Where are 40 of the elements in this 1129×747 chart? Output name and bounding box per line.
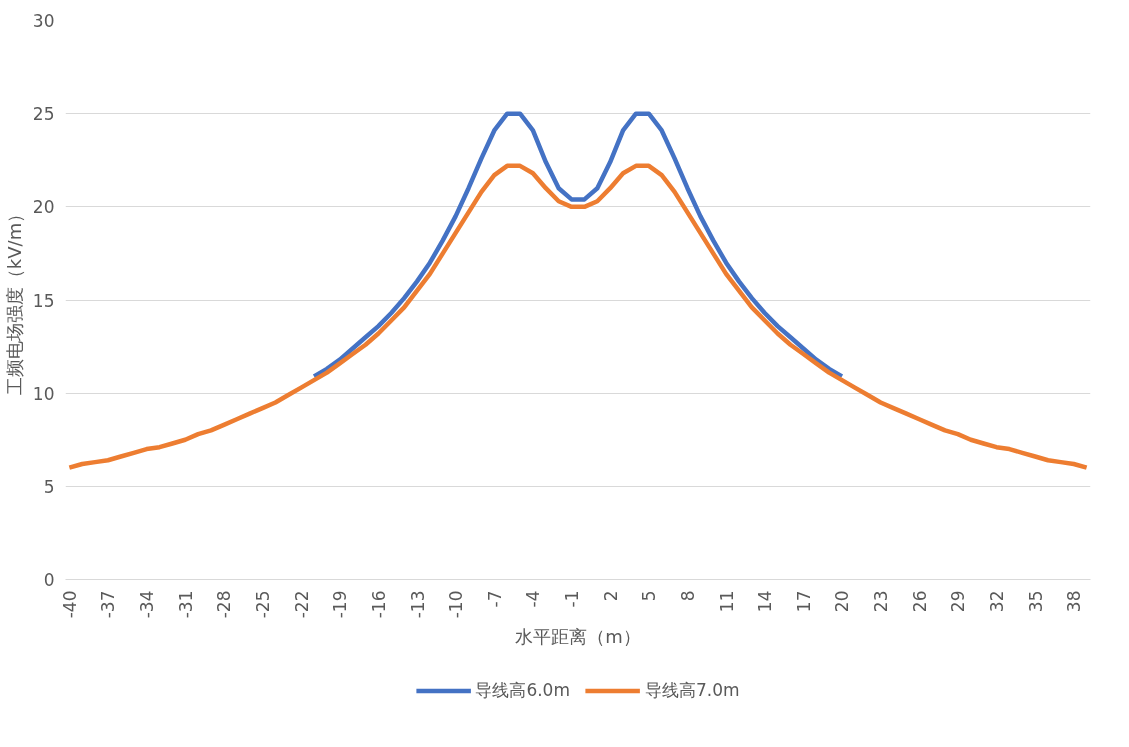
y-tick-label: 5 [43, 476, 55, 497]
x-tick-label: 20 [832, 590, 853, 613]
x-tick-label: -28 [214, 590, 235, 619]
x-axis-title: 水平距离（m） [515, 626, 641, 648]
x-tick-label: -37 [98, 590, 119, 619]
x-tick-label: 32 [987, 590, 1007, 613]
line-series [311, 111, 845, 379]
x-tick-label: 2 [600, 590, 621, 602]
y-tick-label: 25 [32, 104, 55, 125]
y-tick-label: 20 [32, 197, 55, 218]
x-tick-label: 29 [948, 590, 969, 613]
x-tick-label: -40 [59, 590, 80, 619]
x-tick-label: -25 [253, 590, 274, 619]
y-tick-label: 10 [32, 383, 55, 404]
x-tick-label: -13 [407, 590, 428, 619]
x-tick-label: -10 [446, 590, 467, 619]
legend-label: 导线高6.0m [475, 678, 570, 702]
x-tick-label: 35 [1025, 590, 1046, 613]
x-tick-label: -4 [523, 590, 544, 608]
line-series [67, 163, 1089, 470]
x-tick-label: 17 [793, 590, 814, 613]
y-tick-label: 30 [32, 11, 55, 31]
x-tick-label: -19 [330, 590, 351, 619]
x-tick-label: -31 [175, 590, 196, 619]
y-tick-label: 15 [32, 290, 55, 311]
x-tick-label: -16 [368, 590, 389, 619]
legend-label: 导线高7.0m [645, 678, 740, 702]
x-tick-label: 14 [755, 590, 776, 613]
x-tick-label: -22 [291, 590, 312, 619]
x-tick-label: 23 [871, 590, 892, 613]
x-tick-label: 11 [716, 590, 737, 613]
x-tick-label: -7 [484, 590, 505, 608]
x-tick-label: -34 [137, 590, 158, 619]
x-tick-label: 26 [909, 590, 930, 613]
x-tick-label: -1 [562, 590, 583, 608]
x-tick-label: 5 [639, 590, 660, 602]
y-axis-title: 工频电场强度（kV/m） [3, 204, 25, 396]
y-tick-label: 0 [43, 570, 55, 590]
x-tick-label: 38 [1064, 590, 1085, 613]
x-tick-label: 8 [677, 590, 698, 602]
